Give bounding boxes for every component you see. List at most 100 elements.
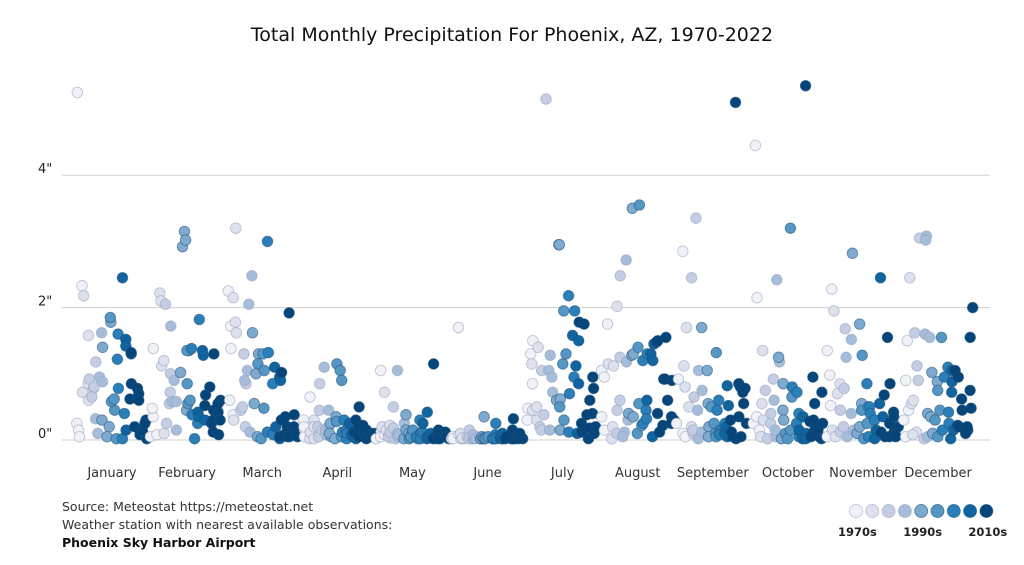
y-tick-label: 0"	[38, 427, 52, 442]
data-point	[230, 222, 242, 234]
data-point	[964, 384, 976, 397]
data-point	[861, 377, 873, 390]
data-point	[288, 409, 300, 421]
data-point	[374, 364, 387, 377]
data-point	[184, 394, 196, 407]
data-point	[777, 414, 790, 426]
data-point	[598, 371, 611, 383]
data-point	[304, 391, 316, 403]
legend-label: 2010s	[968, 525, 1008, 539]
data-point	[839, 323, 851, 335]
legend-swatch	[865, 504, 880, 518]
data-point	[756, 397, 768, 410]
data-point	[964, 331, 976, 344]
data-point	[824, 399, 837, 412]
data-point	[737, 397, 750, 410]
data-point	[544, 424, 556, 436]
data-point	[557, 358, 569, 370]
data-point	[532, 341, 544, 354]
data-point	[931, 384, 944, 397]
data-point	[884, 377, 896, 390]
data-point	[86, 391, 98, 403]
data-point	[158, 354, 170, 367]
data-point	[614, 394, 626, 407]
data-point	[421, 406, 434, 418]
data-point	[558, 414, 570, 426]
data-point	[777, 404, 789, 416]
data-point	[912, 374, 925, 387]
data-point	[104, 311, 117, 324]
legend-swatch	[930, 504, 945, 518]
data-point	[878, 389, 890, 401]
data-point	[935, 331, 948, 344]
x-tick-label: June	[472, 466, 501, 481]
data-point	[816, 417, 829, 430]
data-point	[584, 394, 596, 407]
data-point	[616, 430, 629, 443]
data-point	[546, 371, 558, 383]
x-tick-label: December	[904, 466, 972, 481]
data-point	[685, 272, 698, 284]
legend-label: 1970s	[838, 525, 877, 539]
data-point	[230, 327, 243, 339]
data-point	[225, 342, 237, 355]
data-point	[560, 348, 572, 360]
data-point	[759, 384, 772, 397]
data-point	[627, 411, 639, 423]
data-point	[101, 430, 113, 443]
data-point	[164, 386, 176, 399]
data-point	[756, 344, 769, 357]
data-point	[680, 321, 693, 334]
legend-swatch	[897, 504, 912, 518]
data-point	[111, 353, 124, 365]
data-point	[735, 430, 747, 443]
data-point	[353, 401, 365, 413]
data-point	[557, 305, 570, 317]
data-point	[313, 377, 326, 390]
data-point	[196, 344, 209, 357]
data-point	[427, 358, 440, 370]
data-point	[417, 417, 429, 430]
data-point	[96, 375, 109, 388]
data-point	[688, 391, 700, 403]
data-point	[651, 407, 664, 420]
data-point	[965, 402, 977, 414]
data-point	[108, 393, 120, 405]
data-point	[838, 382, 850, 395]
data-point	[911, 360, 923, 372]
data-point	[228, 414, 240, 426]
data-point	[530, 401, 543, 413]
data-point	[246, 270, 258, 282]
data-point	[611, 300, 623, 313]
chart-title: Total Monthly Precipitation For Phoenix,…	[250, 24, 774, 46]
data-point	[640, 413, 653, 425]
data-point	[236, 401, 249, 413]
data-point	[816, 386, 828, 399]
gridlines	[62, 174, 990, 441]
data-point	[174, 366, 187, 379]
data-point	[540, 93, 552, 105]
data-point	[563, 387, 576, 400]
data-point	[632, 341, 644, 354]
data-point	[771, 274, 783, 286]
data-point	[212, 428, 225, 441]
data-point	[214, 414, 226, 426]
data-point	[452, 321, 465, 334]
data-point	[711, 404, 723, 416]
data-point	[318, 361, 330, 373]
data-point	[212, 397, 224, 410]
data-point	[899, 374, 912, 387]
station-note: Weather station with nearest available o…	[62, 517, 393, 532]
data-point	[907, 394, 920, 407]
data-point	[660, 331, 672, 344]
x-tick-label: February	[158, 466, 216, 481]
data-point	[888, 411, 900, 423]
data-point	[614, 270, 626, 282]
data-point	[568, 305, 581, 317]
data-point	[679, 381, 691, 393]
data-point	[553, 401, 566, 413]
legend-swatch	[849, 504, 863, 518]
data-point	[572, 377, 585, 390]
data-point	[335, 374, 348, 387]
